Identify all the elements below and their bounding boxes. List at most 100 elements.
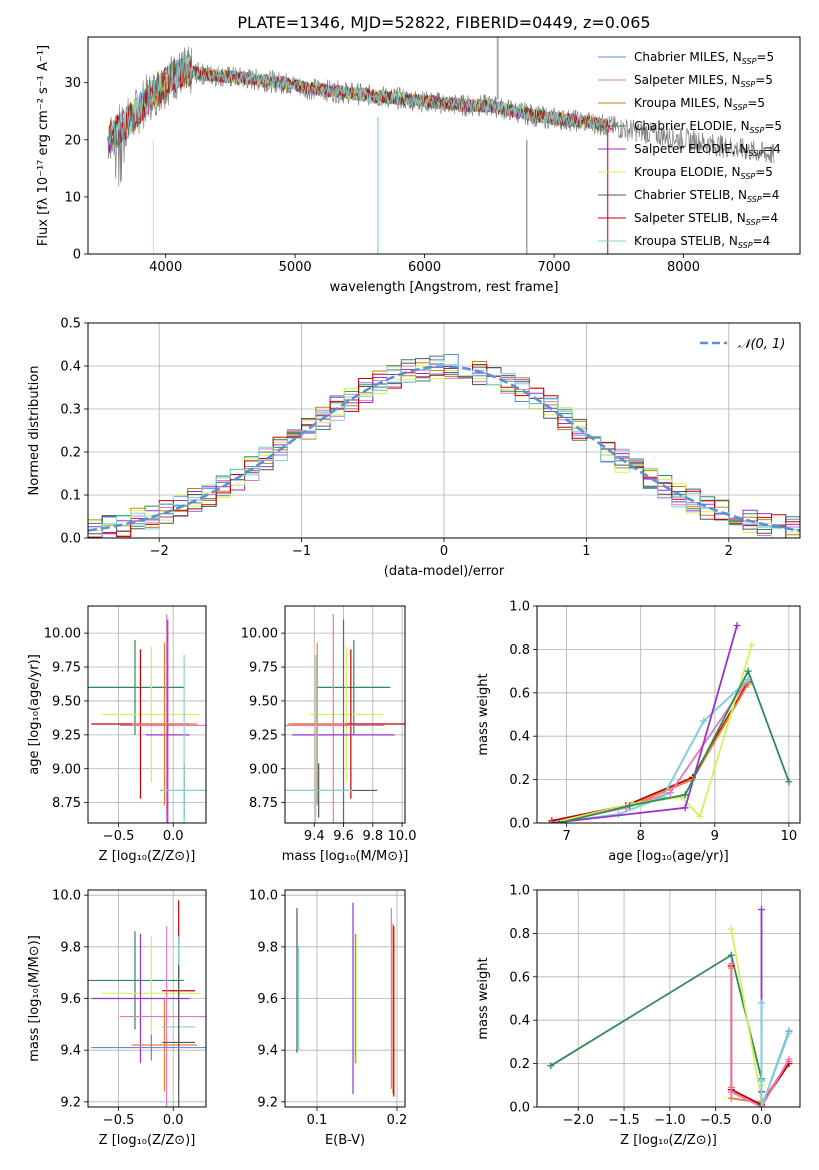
chart-age-vs-Z: −0.5 0.0 8.75 9.00 9.25 9.50 9.75 10.00 Z [log₁₀… xyxy=(27,605,207,864)
x-tick-label: 2 xyxy=(725,544,733,559)
data-marker xyxy=(727,1094,735,1102)
plot-area xyxy=(547,906,793,1107)
data-marker xyxy=(758,1077,766,1085)
legend-subscript: SSP xyxy=(738,241,753,250)
legend-subscript: SSP xyxy=(750,126,765,135)
y-tick-label: 10.00 xyxy=(44,627,81,642)
legend-entry: 𝒩(0, 1) xyxy=(738,337,785,352)
y-tick-label: 9.4 xyxy=(257,1044,278,1059)
x-tick-label: 0.2 xyxy=(387,1113,408,1128)
y-tick-label: 0.8 xyxy=(509,643,530,658)
data-marker xyxy=(666,789,674,797)
x-axis-label: Z [log₁₀(Z/Z⊙)] xyxy=(99,1133,196,1148)
y-tick-label: 9.00 xyxy=(249,762,278,777)
chart-massweight-vs-Z: −2.0 −1.5 −1.0 −0.5 0.0 0.0 0.2 0.4 0.6 0.8 1.0 Z [… xyxy=(476,884,801,1148)
axes-frame xyxy=(284,605,406,824)
chart-mass-vs-Z: −0.5 0.0 9.2 9.4 9.6 9.8 10.0 Z [log₁₀(Z/Z⊙)] ma… xyxy=(27,889,207,1148)
legend-label: Kroupa MILES, N xyxy=(634,96,733,110)
legend-entry: Kroupa ELODIE, NSSP=5 xyxy=(634,165,773,181)
y-tick-label: 9.2 xyxy=(257,1095,278,1110)
data-marker xyxy=(758,1103,766,1107)
x-tick-label: 1 xyxy=(582,544,590,559)
residuals-legend: 𝒩(0, 1) xyxy=(700,337,785,352)
x-tick-label: 10.0 xyxy=(388,829,417,844)
x-tick-label: 10 xyxy=(781,829,798,844)
y-tick-label: 9.75 xyxy=(52,661,81,676)
legend-suffix: =5 xyxy=(764,119,782,133)
legend-label: Salpeter MILES, N xyxy=(634,73,741,87)
x-tick-label: 0 xyxy=(440,544,448,559)
x-axis-label: (data-model)/error xyxy=(384,564,505,579)
series-line-7 xyxy=(760,1002,790,1107)
legend-subscript: SSP xyxy=(746,218,761,227)
y-tick-label: 9.25 xyxy=(249,728,278,743)
x-tick-label: 0.1 xyxy=(307,1113,328,1128)
axes-frame xyxy=(536,605,801,824)
data-marker xyxy=(748,641,756,649)
y-tick-label: 0.6 xyxy=(509,686,530,701)
data-marker xyxy=(727,1088,735,1096)
data-marker xyxy=(727,951,735,959)
x-axis-label: age [log₁₀(age/yr)] xyxy=(608,849,729,864)
data-marker xyxy=(744,667,752,675)
y-tick-label: 9.50 xyxy=(52,694,81,709)
plot-area xyxy=(88,900,206,1107)
y-tick-label: 0.3 xyxy=(60,403,81,418)
y-tick-label: 0 xyxy=(73,248,81,263)
x-tick-label: −2 xyxy=(150,544,169,559)
data-marker xyxy=(626,802,634,810)
legend-suffix: =5 xyxy=(756,50,774,64)
legend-entry: Kroupa STELIB, NSSP=4 xyxy=(634,234,770,250)
legend-suffix: =4 xyxy=(762,188,780,202)
y-tick-label: 9.4 xyxy=(60,1044,81,1059)
legend-entry: Chabrier STELIB, NSSP=4 xyxy=(634,188,779,204)
axes-frame xyxy=(536,889,801,1108)
x-tick-label: −1 xyxy=(292,544,311,559)
series-line-6 xyxy=(760,1002,790,1107)
y-tick-label: 0.4 xyxy=(509,1014,530,1029)
data-marker xyxy=(696,812,704,820)
x-tick-label: 0.0 xyxy=(163,829,184,844)
legend-label: Kroupa STELIB, N xyxy=(634,234,738,248)
legend-label: Salpeter STELIB, N xyxy=(634,211,746,225)
y-tick-label: 9.8 xyxy=(257,940,278,955)
x-tick-label: −0.5 xyxy=(700,1113,732,1128)
y-tick-label: 9.6 xyxy=(60,992,81,1007)
y-tick-label: 10.0 xyxy=(249,889,278,904)
gaussian-curve xyxy=(88,365,800,532)
x-tick-label: 9.6 xyxy=(333,829,354,844)
axes-frame xyxy=(87,605,207,824)
chart-residuals: 𝒩(0, 1) −2 −1 0 1 2 0.0 0.1 0.2 0.3 0.4 0.5 (data-mo… xyxy=(27,317,801,579)
y-tick-label: 0.0 xyxy=(509,817,530,832)
y-tick-label: 0.5 xyxy=(60,317,81,332)
chart-mass-vs-EBV: 0.1 0.2 9.2 9.4 9.6 9.8 10.0 E(B-V) xyxy=(249,889,407,1148)
y-tick-label: 0.0 xyxy=(60,532,81,547)
y-tick-label: 1.0 xyxy=(509,884,530,899)
data-marker xyxy=(785,778,793,786)
x-tick-label: 9.4 xyxy=(304,829,325,844)
plot-area xyxy=(88,614,206,823)
x-axis-label: wavelength [Angstrom, rest frame] xyxy=(330,280,559,295)
legend-label: Chabrier STELIB, N xyxy=(634,188,747,202)
y-tick-label: 30 xyxy=(64,76,81,91)
plot-area xyxy=(107,37,775,254)
y-tick-label: 0.2 xyxy=(60,446,81,461)
y-tick-label: 0.4 xyxy=(60,360,81,375)
data-marker xyxy=(700,717,708,725)
y-tick-label: 10.00 xyxy=(241,627,278,642)
axes-frame xyxy=(87,36,801,255)
legend-entry: Chabrier ELODIE, NSSP=5 xyxy=(634,119,782,135)
y-tick-label: 9.75 xyxy=(249,661,278,676)
x-tick-label: 8000 xyxy=(667,260,700,275)
x-tick-label: −1.5 xyxy=(608,1113,640,1128)
y-axis-label: Flux [fλ 10⁻¹⁷ erg cm⁻² s⁻¹ A⁻¹] xyxy=(36,45,51,246)
chart-massweight-vs-age: 7 8 9 10 0.0 0.2 0.4 0.6 0.8 1.0 age [log₁₀(age/yr… xyxy=(476,600,801,864)
plot-area xyxy=(548,622,793,823)
data-marker xyxy=(733,622,741,630)
figure-title: PLATE=1346, MJD=52822, FIBERID=0449, z=0… xyxy=(237,13,650,32)
x-tick-label: −1.0 xyxy=(654,1113,686,1128)
y-axis-label: age [log₁₀(age/yr)] xyxy=(27,654,42,775)
series-line-6 xyxy=(551,625,738,823)
data-marker xyxy=(727,925,735,933)
